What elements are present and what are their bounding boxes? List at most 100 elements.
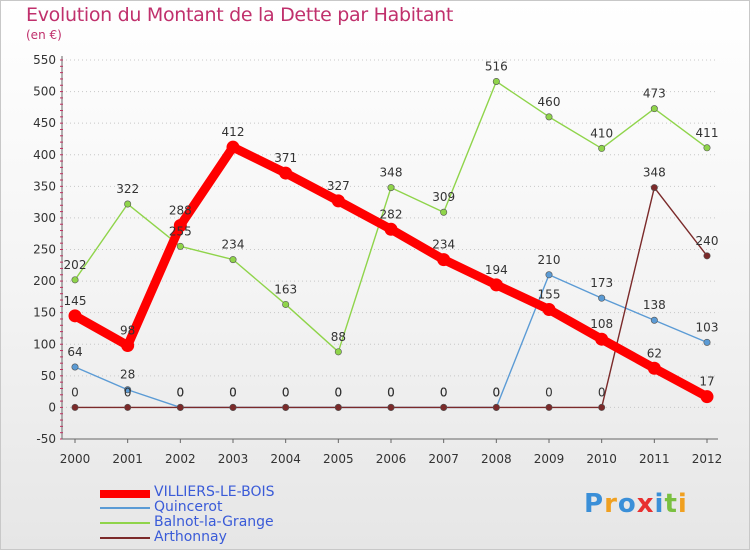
x-tick-label: 2002 — [165, 452, 196, 466]
data-label-quincerot: 0 — [387, 385, 395, 399]
data-point-quincerot — [703, 338, 711, 346]
data-point-villiers-le-bois — [331, 194, 345, 208]
x-tick-label: 2006 — [376, 452, 407, 466]
data-label-arthonnay: 0 — [387, 385, 395, 399]
y-tick-label: 300 — [33, 211, 56, 225]
x-tick-label: 2010 — [586, 452, 617, 466]
legend-swatch-villiers — [100, 490, 150, 498]
data-label-balnot-la-grange: 411 — [696, 126, 719, 140]
chart-unit-label: (en €) — [26, 28, 62, 42]
data-label-villiers-le-bois: 17 — [699, 375, 714, 389]
logo-letter: r — [604, 489, 618, 519]
data-point-villiers-le-bois — [173, 218, 187, 232]
data-point-villiers-le-bois — [437, 253, 451, 267]
data-label-quincerot: 64 — [67, 345, 82, 359]
logo-letter: P — [584, 489, 605, 519]
x-tick-label: 2003 — [218, 452, 249, 466]
data-point-balnot-la-grange — [176, 242, 184, 250]
legend-label-balnot: Balnot-la-Grange — [154, 514, 274, 530]
legend-label-villiers: VILLIERS-LE-BOIS — [154, 484, 275, 500]
data-label-quincerot: 0 — [335, 385, 343, 399]
data-label-villiers-le-bois: 155 — [538, 288, 561, 302]
data-point-villiers-le-bois — [700, 390, 714, 404]
legend-label-quincerot: Quincerot — [154, 499, 223, 515]
data-label-balnot-la-grange: 322 — [116, 182, 139, 196]
data-label-arthonnay: 348 — [643, 166, 666, 180]
data-label-villiers-le-bois: 62 — [647, 346, 662, 360]
x-tick-label: 2001 — [112, 452, 143, 466]
y-tick-label: 450 — [33, 116, 56, 130]
data-label-quincerot: 0 — [282, 385, 290, 399]
y-tick-label: -50 — [36, 432, 56, 446]
data-label-arthonnay: 0 — [177, 385, 185, 399]
data-point-arthonnay — [440, 403, 448, 411]
x-tick-label: 2011 — [639, 452, 670, 466]
data-label-arthonnay: 0 — [440, 385, 448, 399]
data-label-arthonnay: 0 — [282, 385, 290, 399]
data-label-arthonnay: 240 — [696, 234, 719, 248]
logo-letter: x — [636, 489, 655, 519]
data-point-villiers-le-bois — [68, 309, 82, 323]
data-point-villiers-le-bois — [279, 166, 293, 180]
data-point-arthonnay — [387, 403, 395, 411]
x-tick-label: 2009 — [534, 452, 565, 466]
proxiti-logo: Proxiti — [584, 489, 688, 519]
data-label-balnot-la-grange: 309 — [432, 190, 455, 204]
data-label-arthonnay: 0 — [335, 385, 343, 399]
data-point-balnot-la-grange — [229, 256, 237, 264]
data-label-villiers-le-bois: 288 — [169, 203, 192, 217]
data-label-villiers-le-bois: 98 — [120, 324, 135, 338]
data-point-arthonnay — [176, 403, 184, 411]
data-point-arthonnay — [124, 403, 132, 411]
data-point-villiers-le-bois — [121, 339, 135, 353]
data-label-arthonnay: 0 — [493, 385, 501, 399]
data-point-quincerot — [545, 271, 553, 279]
x-tick-label: 2005 — [323, 452, 354, 466]
data-point-villiers-le-bois — [226, 140, 240, 154]
data-label-quincerot: 0 — [229, 385, 237, 399]
data-point-villiers-le-bois — [647, 361, 661, 375]
data-label-quincerot: 0 — [177, 385, 185, 399]
data-point-arthonnay — [598, 403, 606, 411]
data-label-quincerot: 210 — [538, 253, 561, 267]
data-point-quincerot — [650, 316, 658, 324]
data-label-quincerot: 138 — [643, 298, 666, 312]
y-tick-label: 150 — [33, 306, 56, 320]
data-point-balnot-la-grange — [598, 144, 606, 152]
logo-letter: i — [677, 489, 688, 519]
y-tick-label: 200 — [33, 274, 56, 288]
data-label-balnot-la-grange: 410 — [590, 126, 613, 140]
data-point-balnot-la-grange — [545, 113, 553, 121]
data-point-arthonnay — [334, 403, 342, 411]
y-tick-label: 350 — [33, 179, 56, 193]
logo-letter: i — [654, 489, 665, 519]
data-point-arthonnay — [703, 252, 711, 260]
data-label-villiers-le-bois: 371 — [274, 151, 297, 165]
data-point-villiers-le-bois — [384, 222, 398, 236]
y-tick-label: 100 — [33, 337, 56, 351]
legend-swatch-arthonnay — [100, 537, 150, 539]
data-label-balnot-la-grange: 348 — [380, 166, 403, 180]
data-point-balnot-la-grange — [492, 77, 500, 85]
chart-title: Evolution du Montant de la Dette par Hab… — [26, 4, 454, 26]
data-point-quincerot — [124, 386, 132, 394]
data-label-quincerot: 0 — [493, 385, 501, 399]
data-label-arthonnay: 0 — [545, 385, 553, 399]
data-point-quincerot — [71, 363, 79, 371]
data-point-balnot-la-grange — [71, 276, 79, 284]
data-point-arthonnay — [650, 184, 658, 192]
data-point-arthonnay — [492, 403, 500, 411]
logo-letter: t — [664, 489, 678, 519]
data-point-balnot-la-grange — [703, 144, 711, 152]
data-label-balnot-la-grange: 255 — [169, 224, 192, 238]
y-tick-label: 0 — [48, 400, 56, 414]
data-label-villiers-le-bois: 194 — [485, 263, 508, 277]
data-label-balnot-la-grange: 88 — [331, 330, 346, 344]
data-label-balnot-la-grange: 473 — [643, 87, 666, 101]
data-point-arthonnay — [282, 403, 290, 411]
data-label-arthonnay: 0 — [124, 385, 132, 399]
data-point-balnot-la-grange — [650, 105, 658, 113]
x-tick-label: 2000 — [60, 452, 91, 466]
